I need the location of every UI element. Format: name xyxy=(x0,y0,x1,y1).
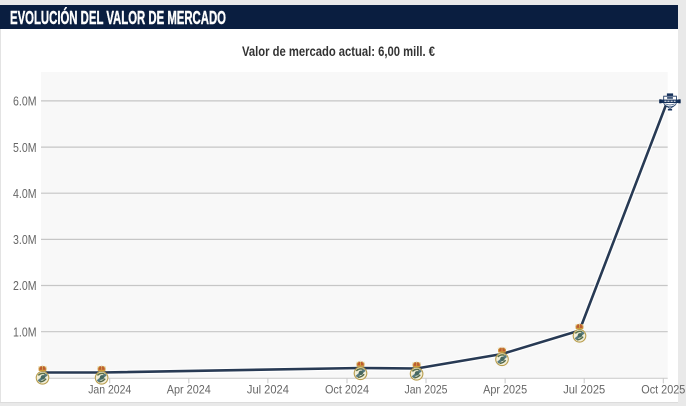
svg-text:6.0M: 6.0M xyxy=(13,94,37,109)
svg-text:Apr 2024: Apr 2024 xyxy=(167,384,211,397)
svg-text:Jan 2025: Jan 2025 xyxy=(405,384,448,397)
svg-text:1.0M: 1.0M xyxy=(13,324,37,339)
svg-text:EVOLUCIÓN DEL VALOR DE MERCADO: EVOLUCIÓN DEL VALOR DE MERCADO xyxy=(10,7,226,28)
svg-text:Jan 2024: Jan 2024 xyxy=(88,384,131,397)
svg-text:2.0M: 2.0M xyxy=(13,278,37,293)
svg-text:Jul 2024: Jul 2024 xyxy=(247,384,289,397)
svg-text:3.0M: 3.0M xyxy=(13,232,37,247)
svg-text:5.0M: 5.0M xyxy=(13,140,37,155)
svg-text:Oct 2024: Oct 2024 xyxy=(325,384,369,397)
svg-text:Apr 2025: Apr 2025 xyxy=(483,384,527,397)
svg-text:Jul 2025: Jul 2025 xyxy=(563,384,605,397)
svg-text:Oct 2025: Oct 2025 xyxy=(641,384,685,397)
svg-text:4.0M: 4.0M xyxy=(13,186,37,201)
svg-text:Valor de mercado actual: 6,00: Valor de mercado actual: 6,00 mill. € xyxy=(242,44,435,59)
